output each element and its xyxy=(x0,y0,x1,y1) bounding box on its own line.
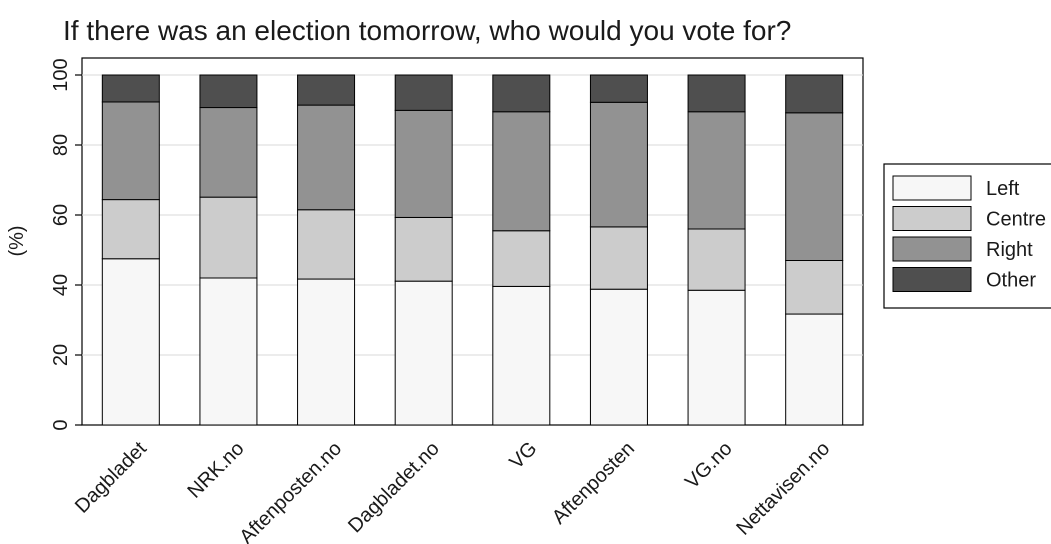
bar-segment-right-aftenposten xyxy=(589,101,648,228)
y-tick-label: 40 xyxy=(50,274,72,296)
bar-segment-centre-nrk-no xyxy=(199,196,258,279)
y-tick-label: 0 xyxy=(50,419,72,430)
bar-segment-right-aftenposten-no xyxy=(297,104,356,211)
legend-label-left: Left xyxy=(986,178,1020,200)
bar-segment-other-vg xyxy=(492,74,551,113)
bar-segment-left-nettavisen-no xyxy=(785,313,844,426)
x-tick-label: VG xyxy=(505,438,541,474)
bar-segment-other-dagbladet xyxy=(101,74,160,103)
legend-label-right: Right xyxy=(986,239,1033,261)
chart-title: If there was an election tomorrow, who w… xyxy=(63,15,791,46)
y-tick-label: 100 xyxy=(50,58,72,91)
bar-segment-right-vg-no xyxy=(687,111,746,230)
bar-segment-other-aftenposten-no xyxy=(297,74,356,106)
legend-swatch-centre xyxy=(892,206,972,231)
bar-segment-left-dagbladet-no xyxy=(394,280,453,426)
bar-segment-centre-aftenposten xyxy=(589,226,648,290)
bar-segment-other-nrk-no xyxy=(199,74,258,109)
y-tick-label: 20 xyxy=(50,344,72,366)
legend-swatch-right xyxy=(892,236,972,262)
legend-label-centre: Centre xyxy=(986,209,1046,231)
bar-segment-right-nrk-no xyxy=(199,107,258,198)
bar-segment-other-dagbladet-no xyxy=(394,74,453,111)
bar-segment-centre-dagbladet xyxy=(101,199,160,260)
bar-segment-other-nettavisen-no xyxy=(785,74,844,114)
bar-segment-other-vg-no xyxy=(687,74,746,113)
legend-swatch-other xyxy=(892,267,972,292)
y-tick-label: 60 xyxy=(50,204,72,226)
bar-segment-centre-aftenposten-no xyxy=(297,209,356,280)
bar-segment-left-aftenposten xyxy=(589,288,648,426)
y-axis-label: (%) xyxy=(6,225,28,256)
x-tick-label: Aftenposten xyxy=(548,438,639,529)
bar-segment-right-dagbladet-no xyxy=(394,109,453,218)
bar-segment-left-nrk-no xyxy=(199,277,258,426)
bar-segment-left-aftenposten-no xyxy=(297,278,356,426)
bar-segment-centre-vg xyxy=(492,230,551,287)
x-tick-label: NRK.no xyxy=(184,438,249,503)
x-tick-label: Nettavisen.no xyxy=(732,438,834,540)
bar-segment-right-dagbladet xyxy=(101,101,160,201)
legend-swatch-left xyxy=(892,175,972,201)
legend: Left Centre Right Other xyxy=(883,163,1051,309)
plot-area xyxy=(81,57,864,426)
legend-label-other: Other xyxy=(986,270,1036,292)
x-axis: Dagbladet NRK.noAftenposten.noDagbladet.n… xyxy=(71,437,834,544)
bar-segment-left-vg xyxy=(492,285,551,426)
bar-segment-centre-nettavisen-no xyxy=(785,260,844,315)
x-tick-label: VG.no xyxy=(681,438,737,494)
bar-segment-left-vg-no xyxy=(687,289,746,426)
x-tick-label: Dagbladet.no xyxy=(344,438,444,538)
bar-segment-left-dagbladet xyxy=(101,258,160,426)
x-tick-label: Aftenposten.no xyxy=(235,438,346,544)
bar-segment-right-vg xyxy=(492,111,551,232)
bar-segment-right-nettavisen-no xyxy=(785,112,844,261)
bar-segment-centre-vg-no xyxy=(687,228,746,291)
y-axis: 0 20 40 60 80 100 xyxy=(50,58,82,431)
bar-segment-other-aftenposten xyxy=(589,74,648,103)
y-tick-label: 80 xyxy=(50,134,72,156)
bar-segment-centre-dagbladet-no xyxy=(394,216,453,282)
x-tick-label: Dagbladet xyxy=(71,437,151,517)
bars xyxy=(101,74,844,426)
